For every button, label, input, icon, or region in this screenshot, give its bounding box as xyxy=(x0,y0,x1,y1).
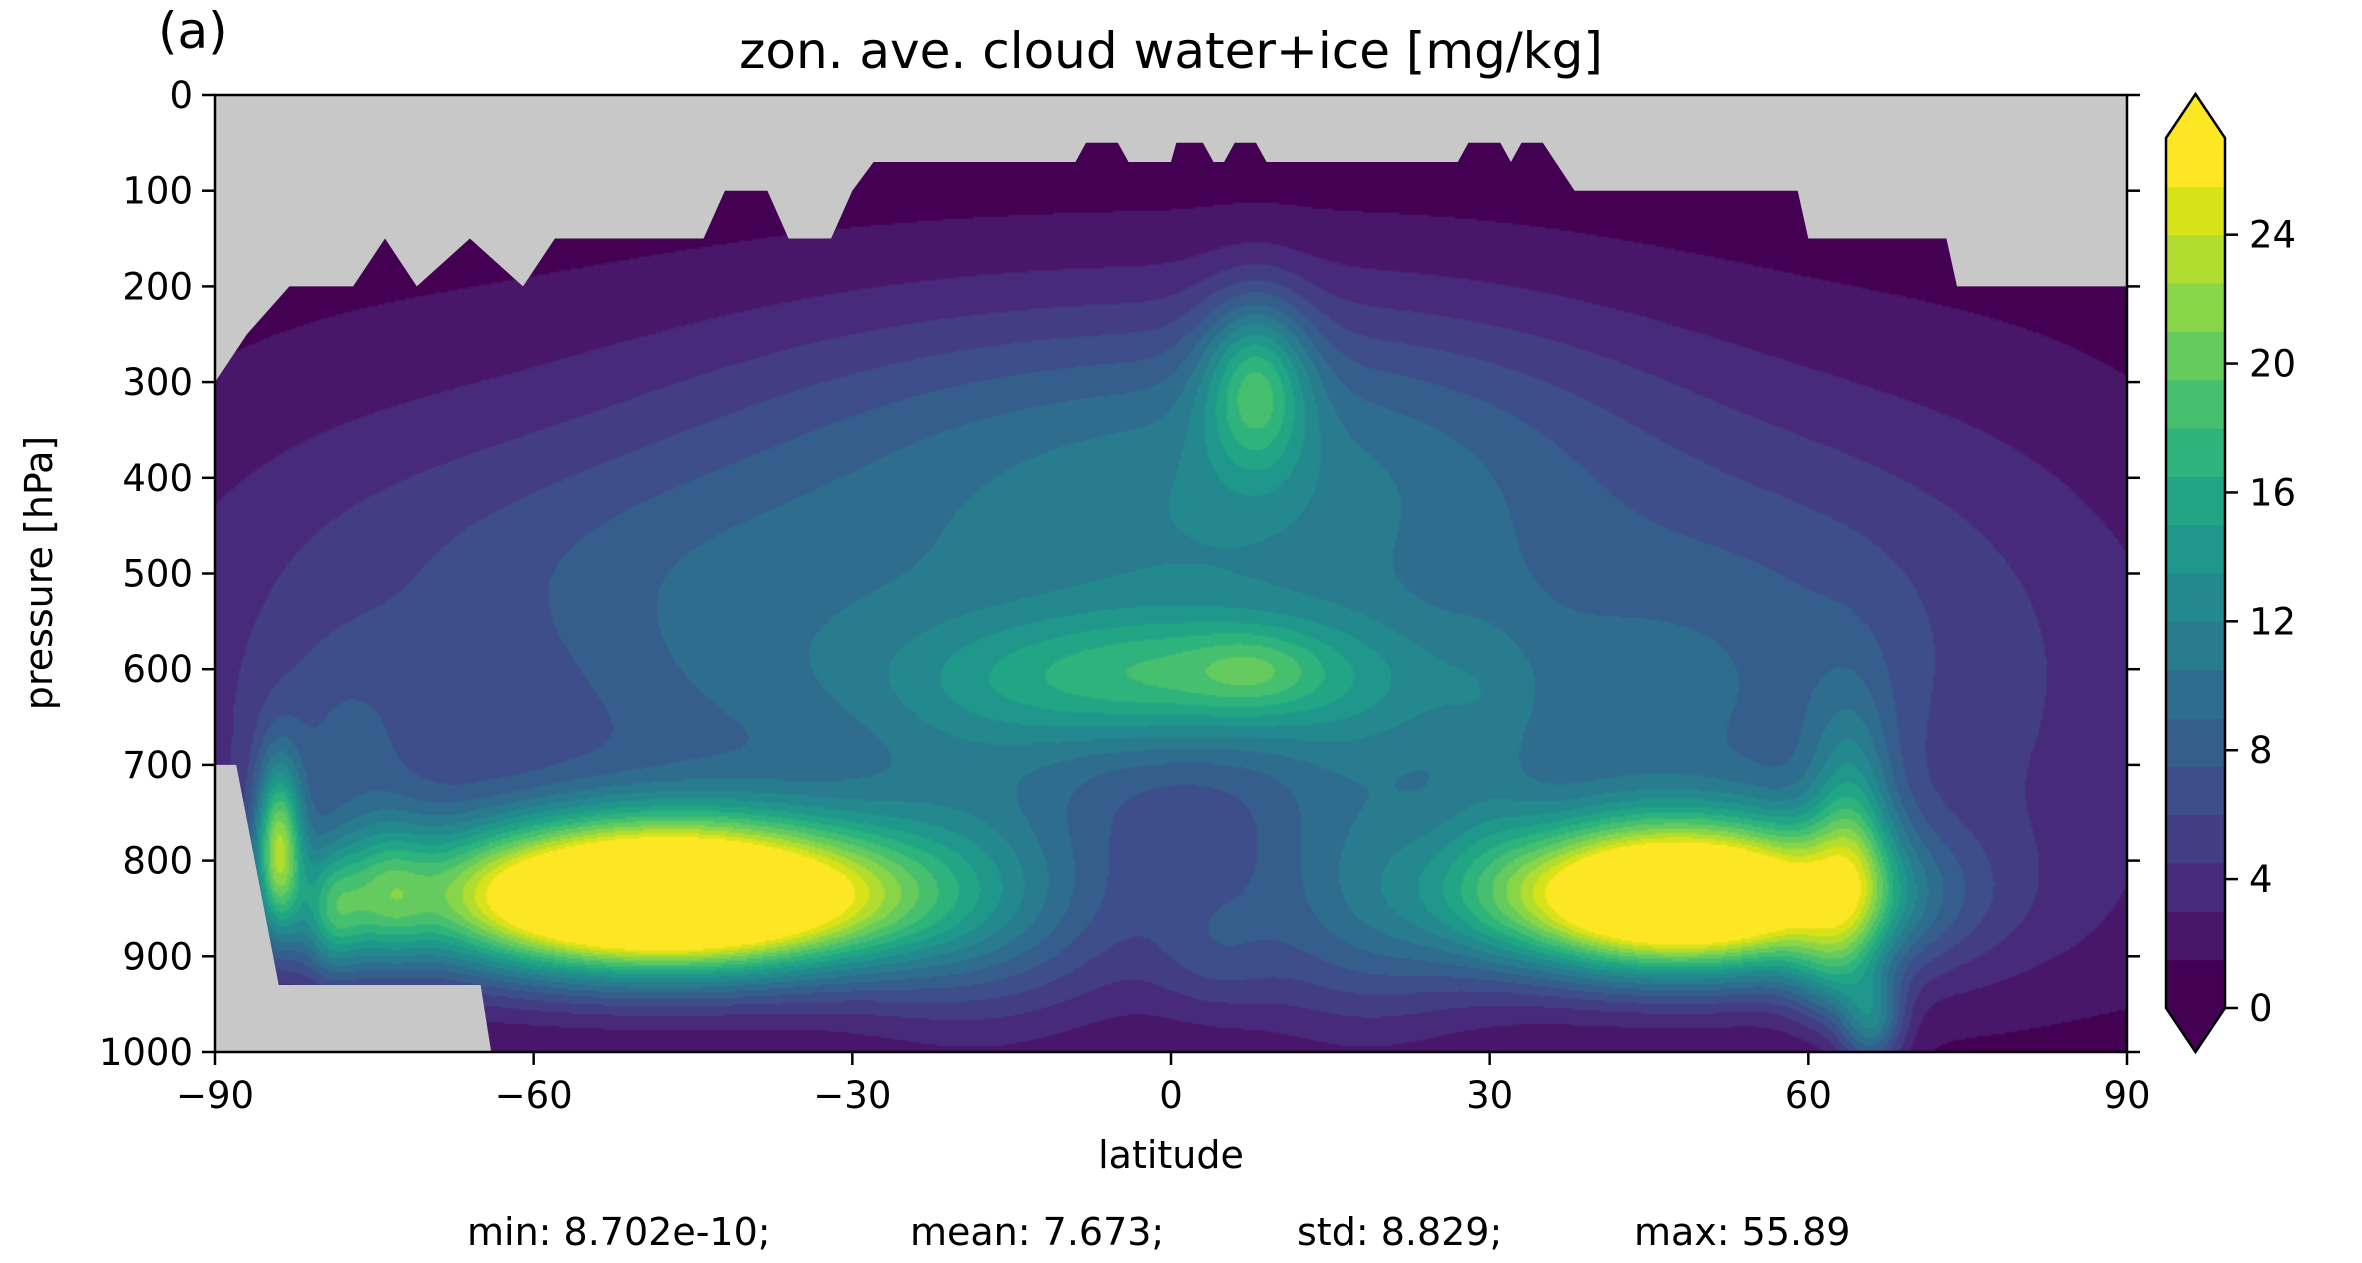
colorbar-segment xyxy=(2166,959,2225,1009)
y-tick-label: 900 xyxy=(122,935,193,978)
statistics-line: min: 8.702e-10; mean: 7.673; std: 8.829;… xyxy=(467,1210,1850,1254)
colorbar-segment xyxy=(2166,814,2225,864)
colorbar-extend-max xyxy=(2166,94,2225,138)
panel-label: (a) xyxy=(158,2,228,60)
colorbar: 0 4 8 12 16 20 24 xyxy=(2164,91,2296,1055)
x-axis-label: latitude xyxy=(1098,1133,1244,1177)
y-tick-label: 1000 xyxy=(99,1031,193,1074)
colorbar-tick-label: 16 xyxy=(2249,471,2296,514)
colorbar-segment xyxy=(2166,669,2225,719)
colorbar-segment xyxy=(2166,573,2225,622)
colorbar-segment xyxy=(2166,766,2225,816)
y-axis-label: pressure [hPa] xyxy=(17,436,61,710)
colorbar-segment xyxy=(2166,234,2225,284)
y-tick-label: 800 xyxy=(122,840,193,883)
stat-min: min: 8.702e-10; xyxy=(467,1210,771,1254)
colorbar-segment xyxy=(2166,476,2225,526)
colorbar-segment xyxy=(2166,379,2225,429)
missing-data-top xyxy=(215,95,2127,383)
colorbar-segment xyxy=(2166,138,2225,187)
colorbar-tick-label: 8 xyxy=(2249,729,2273,772)
colorbar-segment xyxy=(2166,428,2225,477)
missing-data-bottom xyxy=(215,764,492,1052)
y-tick-label: 500 xyxy=(122,553,193,596)
y-tick-label: 100 xyxy=(122,170,193,213)
colorbar-segment xyxy=(2166,186,2225,236)
y-axis-ticks: 0 100 200 300 400 500 600 700 800 900 1000 xyxy=(99,74,2140,1074)
x-tick-label: 30 xyxy=(1466,1074,1513,1117)
y-tick-label: 0 xyxy=(169,74,193,117)
colorbar-tick-label: 4 xyxy=(2249,858,2273,901)
colorbar-segment xyxy=(2166,621,2225,671)
x-tick-label: 90 xyxy=(2103,1074,2150,1117)
colorbar-extend-min xyxy=(2166,1008,2225,1052)
x-tick-label: −60 xyxy=(495,1074,573,1117)
colorbar-segment xyxy=(2166,331,2225,381)
x-tick-label: 60 xyxy=(1785,1074,1832,1117)
stat-max: max: 55.89 xyxy=(1634,1210,1850,1254)
plot-area xyxy=(215,95,2127,1052)
colorbar-tick-label: 0 xyxy=(2249,987,2273,1030)
y-tick-label: 200 xyxy=(122,265,193,308)
colorbar-tick-label: 20 xyxy=(2249,343,2296,386)
colorbar-segment xyxy=(2166,863,2225,912)
stat-std: std: 8.829; xyxy=(1297,1210,1502,1254)
y-tick-label: 300 xyxy=(122,361,193,404)
colorbar-tick-label: 12 xyxy=(2249,600,2296,643)
colorbar-segment xyxy=(2166,524,2225,574)
colorbar-segment xyxy=(2166,911,2225,961)
chart-title: zon. ave. cloud water+ice [mg/kg] xyxy=(739,22,1603,80)
x-axis-ticks: −90 −60 −30 0 30 60 90 xyxy=(176,1052,2151,1117)
x-tick-label: −30 xyxy=(813,1074,891,1117)
y-tick-label: 700 xyxy=(122,744,193,787)
x-tick-label: 0 xyxy=(1159,1074,1183,1117)
colorbar-segment xyxy=(2166,283,2225,332)
y-tick-label: 600 xyxy=(122,648,193,691)
stat-mean: mean: 7.673; xyxy=(910,1210,1164,1254)
y-tick-label: 400 xyxy=(122,457,193,500)
colorbar-segment xyxy=(2166,718,2225,767)
colorbar-tick-label: 24 xyxy=(2249,214,2296,257)
x-tick-label: −90 xyxy=(176,1074,254,1117)
